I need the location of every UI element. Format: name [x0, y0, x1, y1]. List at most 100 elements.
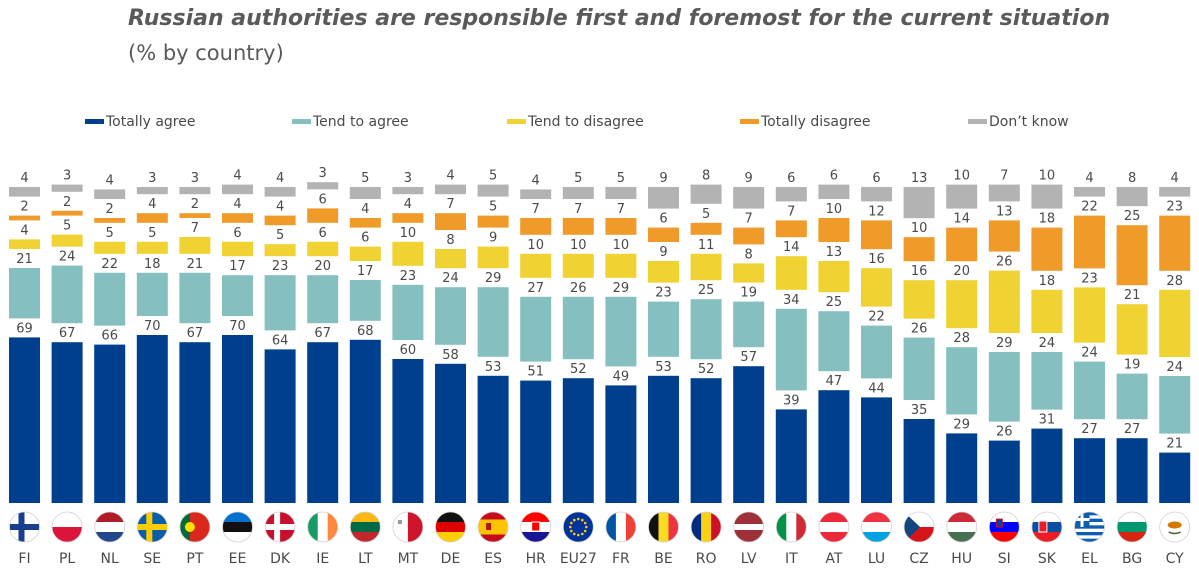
value-label-EE-dont_know: 4: [233, 169, 241, 184]
legend-swatch-dont_know: [968, 119, 987, 124]
value-label-ES-tend_agree: 29: [485, 271, 502, 286]
value-label-MT-tend_agree: 23: [400, 269, 417, 284]
bar-group-LU: 44 22 16 12 6: [861, 171, 892, 503]
bar-LT-tend_agree: [349, 280, 381, 321]
value-label-PT-dont_know: 3: [191, 171, 199, 186]
flag-outline: [946, 511, 978, 543]
bar-BG-dont_know: [1116, 187, 1148, 207]
value-label-IT-totally_disagree: 7: [787, 204, 795, 219]
bar-IE-tend_disagree: [307, 241, 339, 257]
value-label-RO-totally_disagree: 5: [702, 207, 710, 222]
flag-es-icon: [478, 512, 509, 542]
bar-CY-totally_agree: [1159, 452, 1191, 503]
legend-label-tend_disagree: Tend to disagree: [527, 114, 644, 130]
bar-HU-tend_agree: [946, 347, 978, 415]
value-label-IE-dont_know: 3: [319, 166, 327, 181]
bar-EU27-totally_agree: [562, 378, 594, 503]
bar-SE-tend_agree: [136, 272, 168, 316]
bar-PL-tend_agree: [51, 265, 83, 324]
bar-DK-totally_agree: [264, 349, 296, 503]
flag-si-icon: [989, 512, 1020, 542]
country-label-FI: FI: [18, 551, 30, 567]
value-label-IT-dont_know: 6: [787, 171, 795, 186]
value-label-DE-dont_know: 4: [446, 169, 454, 184]
value-label-NL-dont_know: 4: [106, 173, 114, 188]
bar-ES-tend_agree: [477, 287, 509, 357]
bar-SE-totally_disagree: [136, 213, 168, 223]
bar-FR-totally_agree: [605, 385, 637, 503]
bar-LU-totally_agree: [861, 397, 892, 503]
value-label-EE-totally_agree: 70: [229, 319, 246, 334]
bar-PT-dont_know: [179, 187, 211, 195]
value-label-RO-dont_know: 8: [702, 169, 710, 184]
legend-item-dont_know: Don’t know: [968, 114, 1069, 130]
value-label-HU-tend_disagree: 20: [953, 264, 970, 279]
bar-HR-tend_disagree: [520, 253, 552, 278]
bar-NL-tend_disagree: [94, 241, 126, 254]
value-label-SE-totally_agree: 70: [144, 319, 161, 334]
value-label-EU27-tend_agree: 26: [570, 281, 587, 296]
flag-fr-icon: [605, 512, 636, 542]
value-label-ES-dont_know: 5: [489, 169, 497, 184]
value-label-FR-totally_agree: 49: [613, 369, 630, 384]
flag-outline: [51, 511, 83, 543]
value-label-DE-totally_disagree: 7: [446, 197, 454, 212]
flags-group: FI PL NL SE PT EE DK IE LT MT DE ES HR EU27 FR BE RO LV IT…: [9, 511, 1191, 567]
value-label-BG-dont_know: 8: [1128, 171, 1136, 186]
bar-LV-totally_agree: [733, 366, 765, 503]
flag-el-icon: [1074, 512, 1105, 542]
country-label-LT: LT: [358, 551, 373, 567]
country-label-DK: DK: [270, 551, 291, 567]
value-label-BE-dont_know: 9: [659, 171, 667, 186]
value-label-AT-tend_agree: 25: [826, 295, 843, 310]
bar-EL-tend_disagree: [1074, 287, 1105, 343]
bar-CZ-tend_agree: [903, 337, 935, 400]
bar-HU-totally_agree: [946, 433, 978, 503]
bar-NL-dont_know: [94, 189, 126, 199]
bar-DE-tend_agree: [435, 287, 466, 345]
bar-group-BE: 53 23 9 6 9: [648, 171, 679, 503]
bar-IT-tend_disagree: [775, 256, 807, 290]
bar-FR-totally_disagree: [605, 218, 637, 235]
value-label-LT-dont_know: 5: [361, 171, 369, 186]
value-label-IT-tend_disagree: 14: [783, 240, 800, 255]
country-label-SI: SI: [998, 551, 1011, 567]
country-label-RO: RO: [696, 551, 717, 567]
country-label-MT: MT: [398, 551, 419, 567]
value-label-CZ-dont_know: 13: [911, 171, 928, 186]
value-label-LV-tend_agree: 19: [740, 286, 757, 301]
bar-HR-totally_disagree: [520, 218, 552, 235]
flag-outline: [1031, 511, 1063, 543]
bar-group-SK: 31 24 18 18 10: [1031, 169, 1063, 503]
bar-group-HR: 51 27 10 7 4: [520, 173, 552, 503]
flag-pl-icon: [52, 512, 83, 542]
bar-CZ-totally_disagree: [903, 237, 935, 262]
legend-item-tend_disagree: Tend to disagree: [507, 114, 644, 130]
flag-ie-icon: [307, 512, 338, 542]
bar-HU-tend_disagree: [946, 280, 978, 329]
value-label-NL-tend_agree: 22: [101, 257, 118, 272]
flag-outline: [222, 511, 253, 543]
value-label-LT-totally_agree: 68: [357, 324, 374, 339]
flag-outline: [9, 511, 40, 543]
value-label-AT-dont_know: 6: [830, 169, 838, 184]
bar-SE-dont_know: [136, 187, 168, 195]
country-label-HR: HR: [526, 551, 547, 567]
value-label-BG-tend_disagree: 21: [1124, 288, 1141, 303]
bar-group-SI: 26 29 26 13 7: [988, 169, 1020, 503]
value-label-EE-totally_disagree: 4: [233, 197, 241, 212]
flag-at-icon: [818, 512, 849, 542]
country-label-IE: IE: [316, 551, 329, 567]
bar-LT-totally_disagree: [349, 218, 381, 228]
country-label-CZ: CZ: [909, 551, 928, 567]
flag-lu-icon: [861, 512, 892, 542]
value-label-LV-totally_disagree: 7: [745, 212, 753, 227]
bar-group-LT: 68 17 6 4 5: [349, 171, 381, 503]
flag-outline: [775, 511, 807, 543]
bar-PL-tend_disagree: [51, 234, 83, 247]
bar-RO-tend_disagree: [690, 253, 722, 281]
legend-item-tend_agree: Tend to agree: [292, 114, 409, 130]
value-label-BG-tend_agree: 19: [1124, 358, 1141, 373]
flag-se-icon: [137, 512, 168, 542]
country-label-CY: CY: [1166, 551, 1185, 567]
